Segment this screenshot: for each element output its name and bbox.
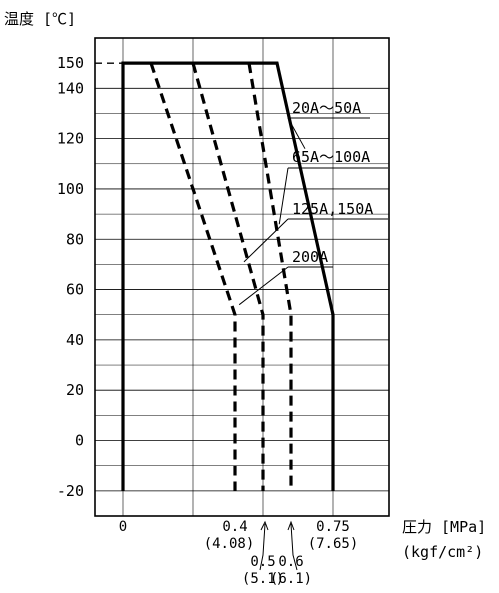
x-annotation-label: 0.5 (250, 554, 275, 570)
x-tick-label: 0 (119, 519, 127, 535)
y-tick-label: 100 (57, 180, 84, 198)
y-tick-label: 20 (66, 381, 84, 399)
y-tick-label: 80 (66, 230, 84, 248)
annotation-arrowhead (260, 520, 269, 531)
x-annotation-label: (5.1) (242, 571, 284, 587)
series-leader-line (287, 117, 306, 149)
y-tick-label: 140 (57, 79, 84, 97)
series-lines (95, 61, 335, 491)
series-line (149, 62, 237, 491)
x-annotations: (4.08) 0.5(5.1)0.6(6.1) (7.65) (204, 520, 359, 587)
x-axis-unit: (kgf/cm²) (402, 543, 483, 561)
series-leader-line (243, 218, 289, 263)
y-tick-label: 0 (75, 432, 84, 450)
annotation-pointer (259, 523, 266, 571)
x-tick-label: 0.4 (222, 519, 247, 535)
y-tick-label: 120 (57, 130, 84, 148)
series-line (191, 62, 265, 491)
series-leader-line (238, 266, 289, 306)
series-label: 65A～100A (292, 148, 370, 166)
series-line (247, 62, 293, 491)
x-annotation-label: (6.1) (270, 571, 312, 587)
series-label: 200A (292, 248, 328, 266)
y-tick-label: 60 (66, 281, 84, 299)
y-tick-labels: 150 140 120 100 80 60 40 20 0 -20 (57, 54, 84, 500)
series-label: 125A,150A (292, 200, 373, 218)
x-annotation-label: 0.6 (278, 554, 303, 570)
series-leader-line (278, 167, 289, 225)
x-axis-title: 圧力 [MPa] (402, 518, 486, 536)
annotation-arrowhead (287, 520, 295, 531)
x-tick-labels: 0 0.4 0.75 (119, 519, 350, 535)
y-tick-label: -20 (57, 482, 84, 500)
y-tick-label: 40 (66, 331, 84, 349)
series-labels: 20A～50A 65A～100A 125A,150A 200A (238, 99, 388, 306)
x-annotation-label: (4.08) (204, 536, 255, 552)
series-line (121, 61, 335, 491)
plot-frame (94, 37, 390, 517)
y-tick-label: 150 (57, 54, 84, 72)
series-label: 20A～50A (292, 99, 361, 117)
y-axis-title: 温度 [℃] (4, 10, 76, 28)
x-tick-label: 0.75 (316, 519, 350, 535)
annotation-pointer (290, 523, 298, 571)
x-annotation-label: (7.65) (308, 536, 359, 552)
